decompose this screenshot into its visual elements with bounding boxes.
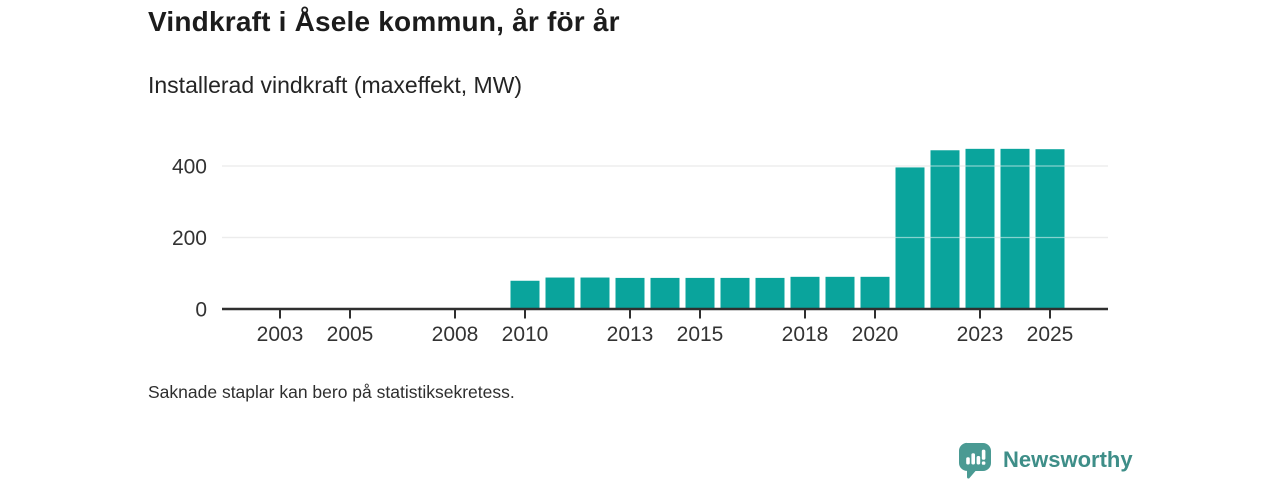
bar-2011 [545, 277, 575, 309]
logo-exclamation-stem [981, 449, 986, 460]
chart-title: Vindkraft i Åsele kommun, år för år [148, 6, 620, 37]
newsworthy-logo-icon [959, 442, 991, 479]
branding-name: Newsworthy [1003, 447, 1133, 472]
y-tick-label-400: 400 [172, 156, 207, 179]
x-tick-label-2020: 2020 [852, 323, 899, 346]
chart-subtitle: Installerad vindkraft (maxeffekt, MW) [148, 72, 523, 98]
x-tick-label-2015: 2015 [677, 323, 724, 346]
bar-2019 [825, 276, 855, 309]
x-tick-label-2008: 2008 [432, 323, 479, 346]
x-tick-label-2013: 2013 [607, 323, 654, 346]
x-tick-label-2003: 2003 [257, 323, 304, 346]
bar-2017 [755, 277, 785, 309]
bar-2015 [685, 277, 715, 309]
logo-exclamation-dot [981, 461, 986, 465]
logo-bar-2 [971, 453, 975, 465]
branding-footer: Newsworthy [956, 441, 1133, 479]
x-tick-label-2005: 2005 [327, 323, 374, 346]
bar-2018 [790, 276, 820, 309]
bar-2023 [965, 148, 995, 309]
bar-2022 [930, 150, 960, 309]
x-tick-label-2018: 2018 [782, 323, 829, 346]
bar-2020 [860, 276, 890, 309]
bar-2010 [510, 280, 540, 309]
bar-2021 [895, 167, 925, 309]
bar-2013 [615, 277, 645, 309]
y-tick-label-0: 0 [195, 299, 207, 322]
bar-2025 [1035, 149, 1065, 309]
bar-2016 [720, 277, 750, 309]
bar-2024 [1000, 148, 1030, 309]
x-tick-label-2010: 2010 [502, 323, 549, 346]
chart-footnote: Saknade staplar kan bero på statistiksek… [148, 382, 515, 402]
bar-2014 [650, 277, 680, 309]
x-tick-label-2025: 2025 [1027, 323, 1074, 346]
logo-bar-3 [976, 456, 981, 465]
bar-2012 [580, 277, 610, 309]
y-tick-label-200: 200 [172, 227, 207, 250]
x-tick-label-2023: 2023 [957, 323, 1004, 346]
logo-bar-1 [966, 457, 970, 465]
